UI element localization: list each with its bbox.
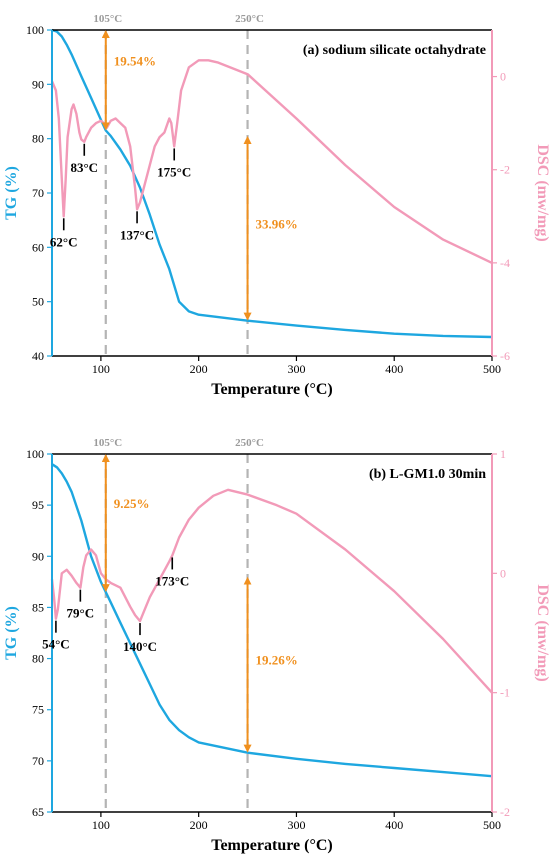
left-y-tick-label: 85 bbox=[32, 600, 44, 614]
panel-b: 105°C 250°C 100 200 300 400 500 65 70 75 80 85 90 95 1… bbox=[3, 437, 550, 854]
left-y-tick-label: 90 bbox=[32, 549, 44, 563]
mass-loss-label: 33.96% bbox=[256, 216, 298, 231]
left-y-tick-label: 70 bbox=[32, 754, 44, 768]
peak-label: 175°C bbox=[157, 164, 191, 179]
x-tick-label: 400 bbox=[385, 362, 403, 376]
left-y-axis-label: TG (%) bbox=[3, 166, 20, 220]
panel-title: (b) L-GM1.0 30min bbox=[369, 467, 486, 482]
mass-loss-label: 19.26% bbox=[256, 653, 298, 668]
panel-title: (a) sodium silicate octahydrate bbox=[303, 43, 486, 58]
peak-label: 137°C bbox=[120, 227, 154, 242]
peak-label: 140°C bbox=[123, 639, 157, 654]
left-y-tick-label: 75 bbox=[32, 703, 44, 717]
mass-loss-label: 9.25% bbox=[114, 496, 150, 511]
left-y-tick-label: 95 bbox=[32, 498, 44, 512]
x-axis-label: Temperature (°C) bbox=[211, 837, 332, 854]
reference-line-label: 250°C bbox=[235, 13, 264, 25]
left-y-tick-label: 80 bbox=[32, 652, 44, 666]
peak-label: 173°C bbox=[155, 573, 189, 588]
x-tick-label: 200 bbox=[190, 818, 208, 832]
left-y-tick-label: 90 bbox=[32, 77, 44, 91]
reference-line-label: 105°C bbox=[93, 13, 122, 25]
right-y-tick-label: 1 bbox=[500, 447, 506, 461]
left-y-tick-label: 80 bbox=[32, 132, 44, 146]
x-tick-label: 300 bbox=[287, 818, 305, 832]
panel-a: 105°C 250°C 100 200 300 400 500 40 50 60 70 80 90 100… bbox=[3, 13, 550, 398]
tg-curve bbox=[51, 28, 493, 339]
left-y-tick-label: 100 bbox=[26, 447, 44, 461]
x-tick-label: 300 bbox=[287, 362, 305, 376]
left-y-tick-label: 40 bbox=[32, 349, 44, 363]
right-y-tick-label: -6 bbox=[500, 349, 510, 363]
right-y-axis-label: DSC (mw/mg) bbox=[534, 144, 550, 241]
left-y-tick-label: 60 bbox=[32, 240, 44, 254]
peak-label: 62°C bbox=[50, 234, 78, 249]
left-y-tick-label: 50 bbox=[32, 295, 44, 309]
tg-curve bbox=[51, 463, 493, 778]
x-axis-label: Temperature (°C) bbox=[211, 381, 332, 398]
right-y-tick-label: 0 bbox=[500, 566, 506, 580]
reference-line-label: 250°C bbox=[235, 437, 264, 449]
x-tick-label: 200 bbox=[190, 362, 208, 376]
reference-line-label: 105°C bbox=[93, 437, 122, 449]
right-y-tick-label: -2 bbox=[500, 805, 510, 819]
left-y-tick-label: 65 bbox=[32, 805, 44, 819]
dsc-curve bbox=[50, 59, 493, 264]
x-tick-label: 100 bbox=[92, 818, 110, 832]
peak-label: 54°C bbox=[42, 637, 70, 652]
mass-loss-label: 19.54% bbox=[114, 53, 156, 68]
right-y-tick-label: -1 bbox=[500, 686, 510, 700]
x-tick-label: 500 bbox=[483, 818, 501, 832]
x-tick-label: 500 bbox=[483, 362, 501, 376]
right-y-tick-label: 0 bbox=[500, 70, 506, 84]
left-y-tick-label: 100 bbox=[26, 23, 44, 37]
x-tick-label: 400 bbox=[385, 818, 403, 832]
right-y-axis-label: DSC (mw/mg) bbox=[534, 584, 550, 681]
x-tick-label: 100 bbox=[92, 362, 110, 376]
dsc-curve bbox=[50, 488, 493, 694]
peak-label: 79°C bbox=[67, 606, 95, 621]
left-y-tick-label: 70 bbox=[32, 186, 44, 200]
peak-label: 83°C bbox=[70, 160, 98, 175]
left-y-axis-label: TG (%) bbox=[3, 606, 20, 660]
right-y-tick-label: -4 bbox=[500, 256, 510, 270]
right-y-tick-label: -2 bbox=[500, 163, 510, 177]
